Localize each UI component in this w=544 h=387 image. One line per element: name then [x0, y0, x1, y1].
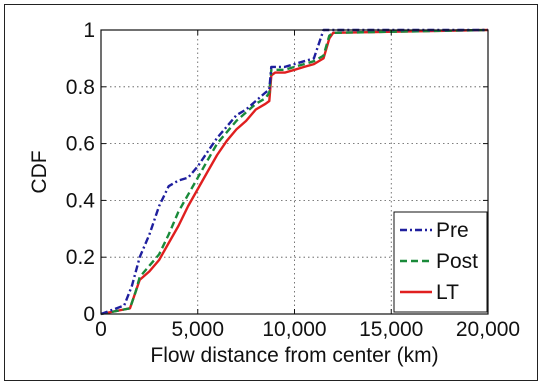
legend-label-post: Post [436, 250, 478, 273]
y-tick-label: 0.2 [66, 246, 95, 269]
series-line-pre [100, 28, 488, 316]
series-line-lt [100, 28, 489, 316]
legend-box [393, 211, 488, 313]
legend-label-lt: LT [436, 281, 459, 304]
y-axis-title: CDF [28, 150, 51, 193]
legend-label-pre: Pre [436, 219, 469, 242]
y-tick-labels: 0 0.2 0.4 0.6 0.8 1 [66, 19, 96, 326]
y-tick-label: 1 [83, 19, 95, 42]
x-tick-label: 10,000 [262, 318, 326, 341]
x-tick-labels: 0 5,000 10,000 15,000 20,000 [95, 318, 520, 341]
x-tick-label: 20,000 [456, 318, 520, 341]
x-tick-label: 0 [95, 318, 107, 341]
figure-frame [4, 4, 538, 381]
series-line-post [100, 28, 489, 316]
y-tick-label: 0.4 [66, 189, 96, 212]
y-tick-label: 0.8 [66, 76, 95, 99]
series-layer [100, 28, 489, 316]
y-tick-label: 0.6 [66, 133, 95, 156]
grid [101, 30, 488, 314]
x-axis-title: Flow distance from center (km) [150, 344, 438, 367]
legend: Pre Post LT [393, 211, 488, 313]
x-tick-label: 5,000 [171, 318, 224, 341]
y-tick-label: 0 [83, 303, 95, 326]
ticks [100, 29, 489, 315]
x-tick-label: 15,000 [359, 318, 423, 341]
